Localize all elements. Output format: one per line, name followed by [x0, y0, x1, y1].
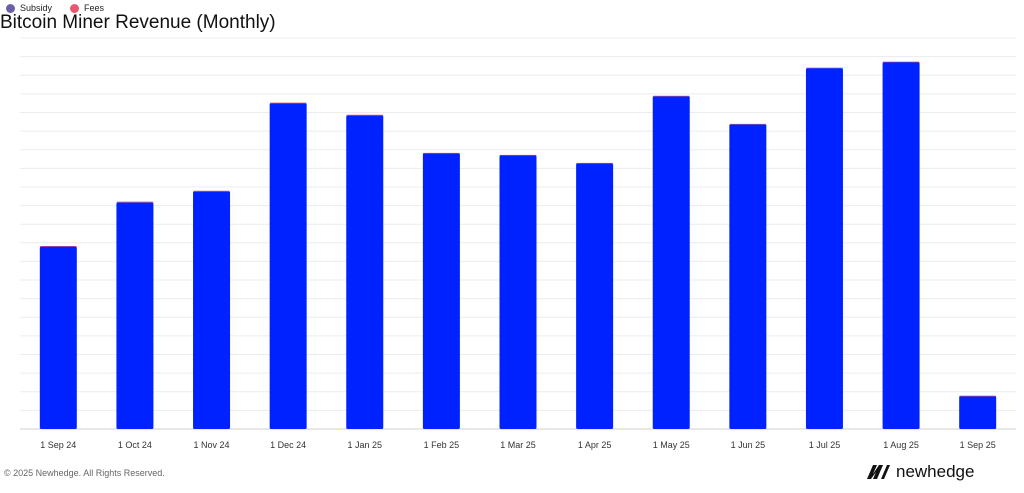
bar-fees-2[interactable] — [193, 190, 231, 192]
legend-fees-label: Fees — [84, 3, 105, 13]
bar-subsidy-8[interactable] — [652, 96, 690, 430]
bar-subsidy-2[interactable] — [193, 191, 231, 429]
x-tick-label: 1 Feb 25 — [424, 440, 460, 450]
x-tick-label: 1 Sep 24 — [40, 440, 76, 450]
bar-subsidy-10[interactable] — [805, 68, 843, 430]
x-tick-label: 1 Dec 24 — [270, 440, 306, 450]
bar-fees-3[interactable] — [269, 102, 307, 104]
legend-subsidy-label: Subsidy — [20, 3, 53, 13]
bar-subsidy-7[interactable] — [576, 163, 614, 430]
legend-fees-swatch — [70, 3, 80, 13]
bar-fees-8[interactable] — [652, 95, 690, 97]
bar-fees-7[interactable] — [576, 162, 614, 164]
newhedge-logo-icon — [867, 465, 890, 479]
bar-fees-10[interactable] — [805, 67, 843, 69]
bar-subsidy-3[interactable] — [269, 103, 307, 430]
x-tick-label: 1 Apr 25 — [578, 440, 612, 450]
bar-subsidy-0[interactable] — [39, 246, 77, 429]
brand-name: newhedge — [896, 462, 975, 481]
legend-subsidy-swatch — [6, 3, 15, 13]
legend-item-fees[interactable]: Fees — [70, 3, 104, 13]
bar-fees-1[interactable] — [116, 201, 154, 203]
brand-logo[interactable]: newhedge — [866, 462, 974, 482]
x-tick-label: 1 Jul 25 — [809, 440, 841, 450]
bar-subsidy-1[interactable] — [116, 202, 154, 429]
x-tick-label: 1 Mar 25 — [500, 440, 536, 450]
bar-subsidy-11[interactable] — [882, 62, 920, 430]
chart-title: Bitcoin Miner Revenue (Monthly) — [0, 12, 276, 33]
x-tick-label: 1 May 25 — [653, 440, 690, 450]
bar-fees-12[interactable] — [959, 395, 997, 397]
bar-fees-0[interactable] — [39, 246, 77, 247]
chart-legend: Subsidy Fees — [6, 3, 104, 13]
bar-subsidy-12[interactable] — [959, 395, 997, 429]
x-tick-label: 1 Jun 25 — [731, 440, 766, 450]
bar-subsidy-6[interactable] — [499, 155, 537, 430]
legend-item-subsidy[interactable]: Subsidy — [6, 3, 52, 13]
bar-subsidy-5[interactable] — [422, 153, 460, 430]
x-tick-label: 1 Sep 25 — [960, 440, 996, 450]
bar-subsidy-9[interactable] — [729, 124, 767, 429]
bar-fees-6[interactable] — [499, 154, 537, 156]
x-tick-label: 1 Oct 24 — [118, 440, 152, 450]
x-tick-label: 1 Aug 25 — [883, 440, 919, 450]
bar-fees-5[interactable] — [422, 152, 460, 154]
copyright-text: © 2025 Newhedge. All Rights Reserved. — [4, 468, 165, 478]
bar-fees-9[interactable] — [729, 123, 767, 125]
bar-fees-11[interactable] — [882, 61, 920, 63]
bar-subsidy-4[interactable] — [346, 115, 384, 429]
x-tick-label: 1 Jan 25 — [348, 440, 383, 450]
bar-fees-4[interactable] — [346, 114, 384, 116]
x-tick-label: 1 Nov 24 — [194, 440, 230, 450]
